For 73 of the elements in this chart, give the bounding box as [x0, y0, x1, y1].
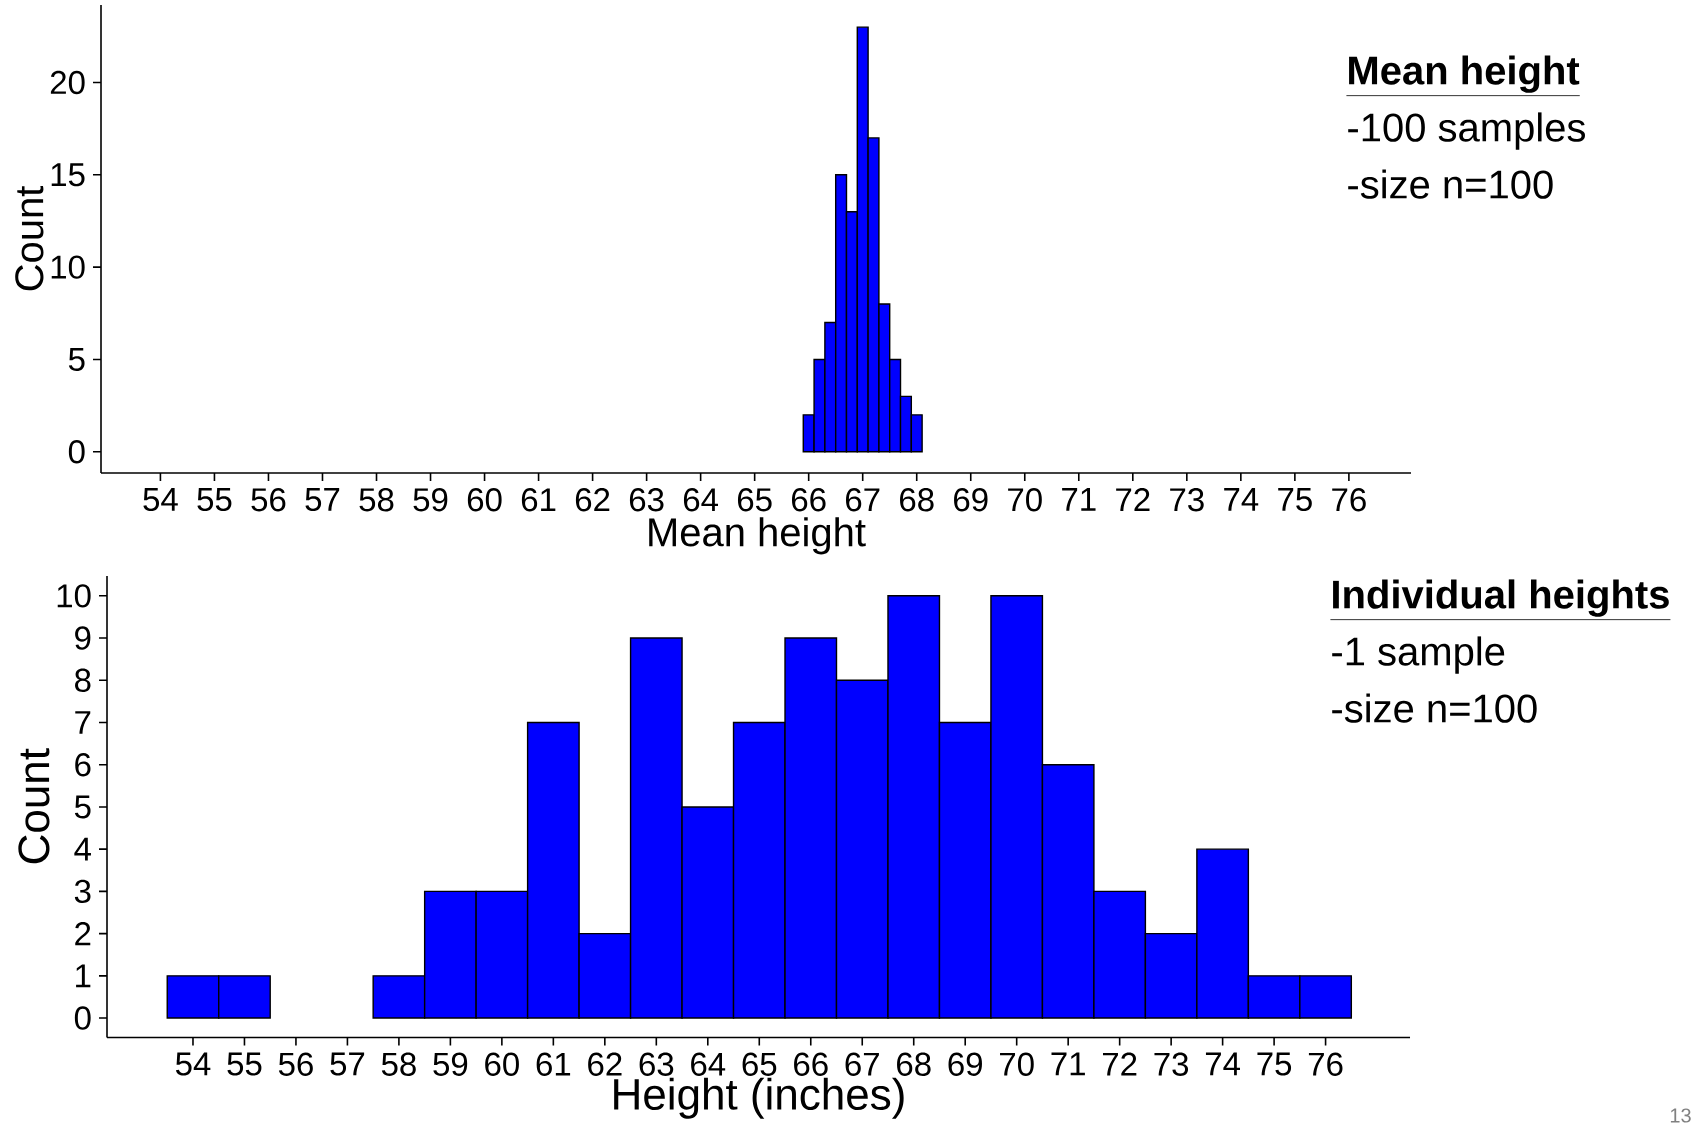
x-tick-label: 56 [251, 488, 286, 512]
x-tick-label: 76 [1308, 1052, 1343, 1076]
x-tick-label: 71 [1051, 1052, 1085, 1076]
annotation: -100 samples [1348, 112, 1585, 150]
x-tick-label: 75 [1257, 1052, 1292, 1076]
text: 13 [1670, 1108, 1691, 1123]
x-tick-label: 73 [1154, 1052, 1189, 1076]
x-tick-label: 61 [536, 1052, 571, 1076]
y-tick-label: 5 [68, 347, 85, 371]
x-tick-label: 62 [588, 1052, 622, 1076]
x-tick-label: 71 [1062, 488, 1096, 511]
x-tick-label: 72 [1116, 488, 1150, 512]
x-tick-label: 70 [1008, 488, 1042, 512]
annotation: Individual heights [1333, 579, 1669, 617]
x-tick-label: 65 [742, 1052, 777, 1076]
x-tick-label: 61 [521, 488, 556, 512]
annotation: -size n=100 [1348, 169, 1553, 199]
x-tick-label: 57 [330, 1052, 365, 1076]
x-tick-label: 66 [794, 1052, 828, 1076]
x-tick-label: 67 [846, 488, 880, 512]
x-tick-label: 62 [575, 488, 610, 512]
annotation: Mean height [1349, 55, 1580, 93]
x-tick-label: 73 [1170, 488, 1204, 512]
x-tick-label: 67 [845, 1052, 879, 1076]
y-tick-label: 10 [57, 584, 91, 608]
x-tick-label: 63 [639, 1052, 674, 1076]
y-tick-label: 7 [75, 711, 91, 734]
x-tick-label: 60 [485, 1052, 519, 1076]
x-tick-label: 72 [1102, 1052, 1137, 1076]
y-tick-label: 20 [50, 70, 85, 95]
y-tick-label: 5 [74, 795, 91, 819]
annotation: -1 sample [1332, 636, 1505, 674]
x-tick-label: 68 [897, 1052, 931, 1076]
annotation: -size n=100 [1332, 693, 1537, 723]
y-tick-label: 15 [51, 163, 85, 187]
y-tick-label: 10 [51, 255, 85, 279]
x-tick-label: 74 [1205, 1052, 1240, 1076]
y-tick-label: 0 [68, 440, 85, 464]
x-tick-label: 59 [433, 1052, 468, 1076]
x-tick-label: 76 [1332, 488, 1366, 512]
y-tick-label: 4 [74, 837, 91, 861]
x-tick-label: 64 [691, 1052, 726, 1076]
x-tick-label: 74 [1224, 488, 1259, 511]
x-tick-label: 58 [381, 1052, 416, 1076]
x-tick-label: 69 [948, 1052, 982, 1076]
x-tick-label: 63 [629, 488, 664, 512]
y-tick-label: 9 [75, 626, 91, 650]
x-tick-label: 57 [305, 488, 340, 512]
y-tick-label: 2 [75, 922, 91, 946]
x-tick-label: 54 [175, 1052, 211, 1076]
x-tick-label: 58 [359, 488, 394, 512]
x-tick-label: 54 [143, 488, 178, 512]
x-tick-label: 70 [1000, 1052, 1034, 1076]
y-tick-label: 8 [75, 668, 91, 692]
x-tick-label: 55 [227, 1052, 262, 1076]
x-tick-label: 55 [197, 488, 232, 512]
x-tick-label: 65 [737, 488, 772, 512]
x-tick-label: 59 [413, 488, 448, 512]
x-tick-label: 68 [900, 488, 934, 512]
y-axis-title: Count [18, 748, 50, 864]
x-axis-title: Mean height [649, 517, 866, 555]
y-tick-label: 3 [74, 879, 91, 904]
x-tick-label: 56 [278, 1052, 313, 1076]
y-tick-label: 6 [75, 753, 91, 777]
x-tick-label: 66 [791, 488, 826, 512]
x-tick-label: 60 [467, 488, 502, 512]
y-axis-title: Count [15, 185, 44, 291]
x-axis-title: Height (inches) [614, 1077, 904, 1119]
x-tick-label: 75 [1278, 488, 1312, 512]
x-tick-label: 64 [683, 488, 719, 512]
x-tick-label: 69 [954, 488, 988, 512]
y-tick-label: 0 [74, 1006, 91, 1030]
y-tick-label: 1 [76, 964, 91, 988]
